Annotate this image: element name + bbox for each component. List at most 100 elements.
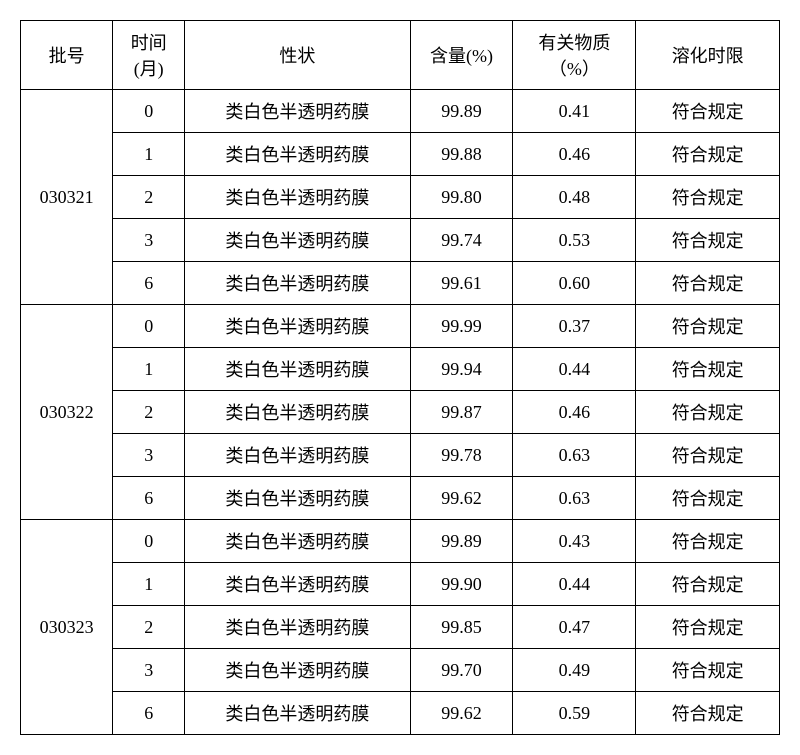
header-content: 含量(%) <box>410 21 513 90</box>
table-row: 3类白色半透明药膜99.780.63符合规定 <box>21 434 780 477</box>
dissolve-cell: 符合规定 <box>636 692 780 735</box>
table-row: 2类白色半透明药膜99.870.46符合规定 <box>21 391 780 434</box>
time-cell: 1 <box>113 348 185 391</box>
time-cell: 1 <box>113 133 185 176</box>
dissolve-cell: 符合规定 <box>636 520 780 563</box>
related-cell: 0.60 <box>513 262 636 305</box>
dissolve-cell: 符合规定 <box>636 90 780 133</box>
batch-id-cell: 030321 <box>21 90 113 305</box>
time-cell: 6 <box>113 692 185 735</box>
desc-cell: 类白色半透明药膜 <box>185 563 411 606</box>
table-row: 0303210类白色半透明药膜99.890.41符合规定 <box>21 90 780 133</box>
header-related: 有关物质（%） <box>513 21 636 90</box>
desc-cell: 类白色半透明药膜 <box>185 176 411 219</box>
time-cell: 0 <box>113 520 185 563</box>
table-row: 0303220类白色半透明药膜99.990.37符合规定 <box>21 305 780 348</box>
dissolve-cell: 符合规定 <box>636 262 780 305</box>
header-dissolve: 溶化时限 <box>636 21 780 90</box>
desc-cell: 类白色半透明药膜 <box>185 391 411 434</box>
desc-cell: 类白色半透明药膜 <box>185 133 411 176</box>
dissolve-cell: 符合规定 <box>636 606 780 649</box>
desc-cell: 类白色半透明药膜 <box>185 606 411 649</box>
desc-cell: 类白色半透明药膜 <box>185 434 411 477</box>
desc-cell: 类白色半透明药膜 <box>185 692 411 735</box>
time-cell: 3 <box>113 434 185 477</box>
table-row: 1类白色半透明药膜99.900.44符合规定 <box>21 563 780 606</box>
content-cell: 99.99 <box>410 305 513 348</box>
stability-table: 批号 时间(月) 性状 含量(%) 有关物质（%） 溶化时限 0303210类白… <box>20 20 780 735</box>
time-cell: 3 <box>113 649 185 692</box>
content-cell: 99.74 <box>410 219 513 262</box>
content-cell: 99.62 <box>410 477 513 520</box>
desc-cell: 类白色半透明药膜 <box>185 649 411 692</box>
table-row: 0303230类白色半透明药膜99.890.43符合规定 <box>21 520 780 563</box>
dissolve-cell: 符合规定 <box>636 563 780 606</box>
related-cell: 0.44 <box>513 348 636 391</box>
related-cell: 0.41 <box>513 90 636 133</box>
dissolve-cell: 符合规定 <box>636 434 780 477</box>
content-cell: 99.89 <box>410 90 513 133</box>
related-cell: 0.49 <box>513 649 636 692</box>
header-time: 时间(月) <box>113 21 185 90</box>
dissolve-cell: 符合规定 <box>636 348 780 391</box>
content-cell: 99.61 <box>410 262 513 305</box>
time-cell: 0 <box>113 90 185 133</box>
content-cell: 99.94 <box>410 348 513 391</box>
dissolve-cell: 符合规定 <box>636 477 780 520</box>
dissolve-cell: 符合规定 <box>636 133 780 176</box>
related-cell: 0.44 <box>513 563 636 606</box>
table-row: 6类白色半透明药膜99.620.63符合规定 <box>21 477 780 520</box>
desc-cell: 类白色半透明药膜 <box>185 348 411 391</box>
time-cell: 2 <box>113 176 185 219</box>
time-cell: 2 <box>113 606 185 649</box>
related-cell: 0.48 <box>513 176 636 219</box>
table-row: 2类白色半透明药膜99.850.47符合规定 <box>21 606 780 649</box>
time-cell: 6 <box>113 262 185 305</box>
dissolve-cell: 符合规定 <box>636 391 780 434</box>
desc-cell: 类白色半透明药膜 <box>185 219 411 262</box>
desc-cell: 类白色半透明药膜 <box>185 520 411 563</box>
time-cell: 6 <box>113 477 185 520</box>
content-cell: 99.70 <box>410 649 513 692</box>
dissolve-cell: 符合规定 <box>636 305 780 348</box>
time-cell: 2 <box>113 391 185 434</box>
table-row: 3类白色半透明药膜99.740.53符合规定 <box>21 219 780 262</box>
related-cell: 0.46 <box>513 133 636 176</box>
related-cell: 0.63 <box>513 434 636 477</box>
related-cell: 0.63 <box>513 477 636 520</box>
desc-cell: 类白色半透明药膜 <box>185 90 411 133</box>
desc-cell: 类白色半透明药膜 <box>185 262 411 305</box>
content-cell: 99.85 <box>410 606 513 649</box>
dissolve-cell: 符合规定 <box>636 219 780 262</box>
table-row: 2类白色半透明药膜99.800.48符合规定 <box>21 176 780 219</box>
related-cell: 0.53 <box>513 219 636 262</box>
header-desc: 性状 <box>185 21 411 90</box>
related-cell: 0.46 <box>513 391 636 434</box>
batch-id-cell: 030322 <box>21 305 113 520</box>
table-row: 3类白色半透明药膜99.700.49符合规定 <box>21 649 780 692</box>
related-cell: 0.47 <box>513 606 636 649</box>
header-batch: 批号 <box>21 21 113 90</box>
content-cell: 99.62 <box>410 692 513 735</box>
desc-cell: 类白色半透明药膜 <box>185 305 411 348</box>
table-row: 1类白色半透明药膜99.880.46符合规定 <box>21 133 780 176</box>
time-cell: 3 <box>113 219 185 262</box>
content-cell: 99.78 <box>410 434 513 477</box>
content-cell: 99.89 <box>410 520 513 563</box>
time-cell: 0 <box>113 305 185 348</box>
content-cell: 99.90 <box>410 563 513 606</box>
batch-id-cell: 030323 <box>21 520 113 735</box>
content-cell: 99.80 <box>410 176 513 219</box>
dissolve-cell: 符合规定 <box>636 649 780 692</box>
table-row: 6类白色半透明药膜99.620.59符合规定 <box>21 692 780 735</box>
desc-cell: 类白色半透明药膜 <box>185 477 411 520</box>
dissolve-cell: 符合规定 <box>636 176 780 219</box>
table-row: 1类白色半透明药膜99.940.44符合规定 <box>21 348 780 391</box>
related-cell: 0.37 <box>513 305 636 348</box>
time-cell: 1 <box>113 563 185 606</box>
content-cell: 99.88 <box>410 133 513 176</box>
related-cell: 0.43 <box>513 520 636 563</box>
related-cell: 0.59 <box>513 692 636 735</box>
header-row: 批号 时间(月) 性状 含量(%) 有关物质（%） 溶化时限 <box>21 21 780 90</box>
content-cell: 99.87 <box>410 391 513 434</box>
